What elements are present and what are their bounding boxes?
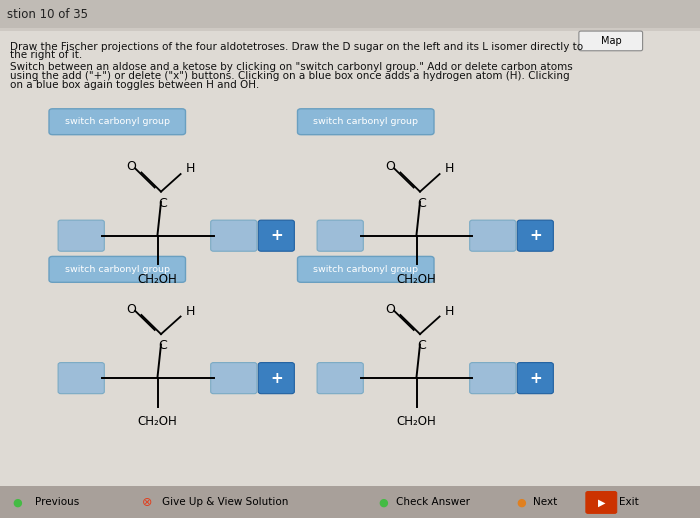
FancyBboxPatch shape <box>317 363 363 394</box>
Text: O: O <box>127 160 136 174</box>
Text: ⊗: ⊗ <box>141 496 153 509</box>
Text: H: H <box>186 305 195 318</box>
Text: O: O <box>386 303 396 316</box>
Text: Switch between an aldose and a ketose by clicking on "switch carbonyl group." Ad: Switch between an aldose and a ketose by… <box>10 62 573 73</box>
Text: switch carbonyl group: switch carbonyl group <box>64 265 169 274</box>
Text: +: + <box>529 228 542 243</box>
FancyBboxPatch shape <box>517 363 553 394</box>
FancyBboxPatch shape <box>49 109 186 135</box>
Text: C: C <box>417 197 426 210</box>
FancyBboxPatch shape <box>0 486 700 518</box>
Text: using the add ("+") or delete ("x") buttons. Clicking on a blue box once adds a : using the add ("+") or delete ("x") butt… <box>10 71 570 81</box>
Text: +: + <box>270 228 283 243</box>
Text: Previous: Previous <box>35 497 79 508</box>
Text: stion 10 of 35: stion 10 of 35 <box>7 8 88 21</box>
Text: +: + <box>270 371 283 385</box>
Text: Draw the Fischer projections of the four aldotetroses. Draw the D sugar on the l: Draw the Fischer projections of the four… <box>10 41 584 52</box>
Text: switch carbonyl group: switch carbonyl group <box>314 117 419 126</box>
Text: CH₂OH: CH₂OH <box>397 415 436 428</box>
Text: switch carbonyl group: switch carbonyl group <box>314 265 419 274</box>
Text: ●: ● <box>379 497 389 508</box>
FancyBboxPatch shape <box>58 220 104 251</box>
FancyBboxPatch shape <box>317 220 363 251</box>
Text: Exit: Exit <box>620 497 639 508</box>
FancyBboxPatch shape <box>49 256 186 282</box>
Text: C: C <box>158 339 167 352</box>
Text: switch carbonyl group: switch carbonyl group <box>64 117 169 126</box>
FancyBboxPatch shape <box>298 109 434 135</box>
FancyBboxPatch shape <box>579 31 643 51</box>
FancyBboxPatch shape <box>0 31 700 487</box>
FancyBboxPatch shape <box>470 220 516 251</box>
Text: Check Answer: Check Answer <box>396 497 470 508</box>
Text: Give Up & View Solution: Give Up & View Solution <box>162 497 289 508</box>
FancyBboxPatch shape <box>517 220 553 251</box>
FancyBboxPatch shape <box>0 0 700 28</box>
FancyBboxPatch shape <box>258 363 294 394</box>
FancyBboxPatch shape <box>470 363 516 394</box>
FancyBboxPatch shape <box>211 220 257 251</box>
Text: CH₂OH: CH₂OH <box>138 273 177 286</box>
Text: on a blue box again toggles between H and OH.: on a blue box again toggles between H an… <box>10 80 260 90</box>
Text: ●: ● <box>517 497 526 508</box>
FancyBboxPatch shape <box>258 220 294 251</box>
FancyBboxPatch shape <box>58 363 104 394</box>
Text: C: C <box>158 197 167 210</box>
FancyBboxPatch shape <box>298 256 434 282</box>
Text: H: H <box>444 162 454 176</box>
Text: H: H <box>444 305 454 318</box>
Text: O: O <box>386 160 396 174</box>
FancyBboxPatch shape <box>586 492 617 513</box>
Text: O: O <box>127 303 136 316</box>
Text: C: C <box>417 339 426 352</box>
Text: H: H <box>186 162 195 176</box>
Text: CH₂OH: CH₂OH <box>138 415 177 428</box>
Text: +: + <box>529 371 542 385</box>
Text: the right of it.: the right of it. <box>10 50 83 61</box>
Text: Next: Next <box>533 497 558 508</box>
Text: ●: ● <box>13 497 22 508</box>
Text: Map: Map <box>601 36 622 46</box>
FancyBboxPatch shape <box>211 363 257 394</box>
Text: ▶: ▶ <box>598 497 605 508</box>
Text: CH₂OH: CH₂OH <box>397 273 436 286</box>
